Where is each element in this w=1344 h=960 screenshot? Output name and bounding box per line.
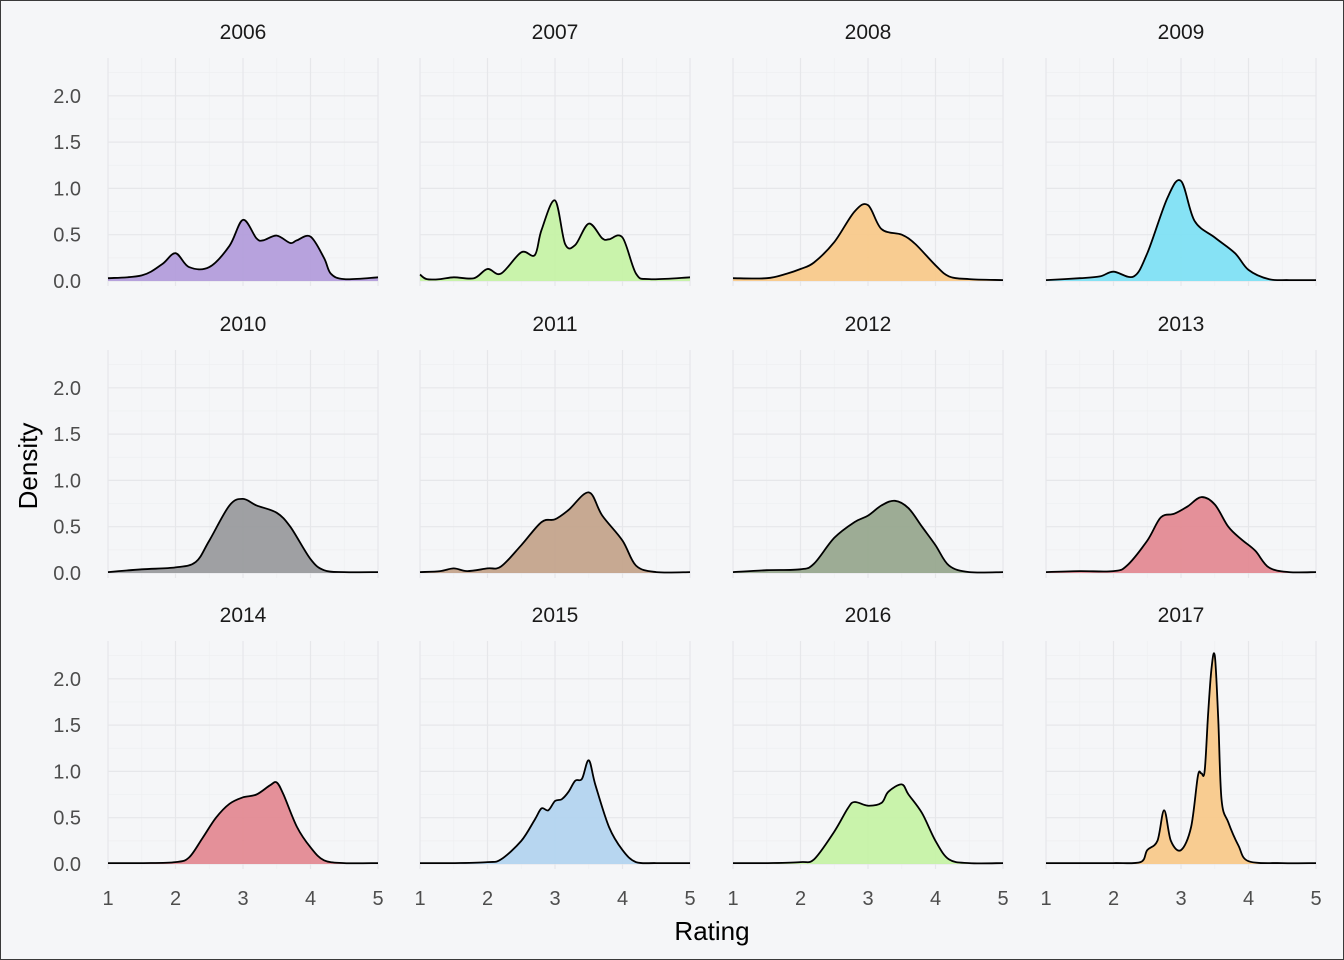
facet-title-2010: 2010 <box>220 313 267 336</box>
density-line-2013 <box>1045 496 1317 574</box>
facet-title-2007: 2007 <box>532 21 579 44</box>
density-line-2014 <box>107 781 379 865</box>
density-area-2016 <box>733 784 1003 864</box>
density-line-2009 <box>1045 179 1317 282</box>
facet-title-2015: 2015 <box>532 604 579 627</box>
facet-title-2012: 2012 <box>845 313 892 336</box>
x-tick-label: 4 <box>930 888 941 910</box>
y-tick-label: 0.5 <box>53 808 81 830</box>
density-line-2008 <box>732 203 1004 281</box>
y-tick-label: 1.0 <box>53 761 81 783</box>
density-line-2011 <box>419 491 691 574</box>
facet-title-2006: 2006 <box>220 21 267 44</box>
y-tick-label: 2.0 <box>53 86 81 108</box>
panel-2011: 2011 <box>419 313 691 578</box>
x-tick-label: 3 <box>1175 888 1186 910</box>
x-tick-label: 1 <box>727 888 738 910</box>
x-tick-label: 1 <box>414 888 425 910</box>
x-tick-label: 5 <box>997 888 1008 910</box>
x-tick-label: 4 <box>617 888 628 910</box>
y-tick-label: 2.0 <box>53 669 81 691</box>
y-tick-label: 1.5 <box>53 132 81 154</box>
y-tick-label: 0.0 <box>53 563 81 585</box>
density-line-2016 <box>732 783 1004 865</box>
panel-2008: 2008 <box>732 21 1004 286</box>
density-area-2013 <box>1046 497 1316 573</box>
x-tick-label: 1 <box>102 888 113 910</box>
density-area-2009 <box>1046 180 1316 281</box>
x-tick-label: 3 <box>862 888 873 910</box>
density-line-2010 <box>107 497 379 574</box>
x-tick-label: 2 <box>795 888 806 910</box>
x-tick-label: 5 <box>372 888 383 910</box>
y-tick-label: 1.5 <box>53 424 81 446</box>
panel-2009: 2009 <box>1045 21 1317 286</box>
facet-title-2013: 2013 <box>1158 313 1205 336</box>
facet-title-2011: 2011 <box>532 313 577 336</box>
density-area-2015 <box>420 760 690 864</box>
x-tick-label: 2 <box>1108 888 1119 910</box>
facet-title-2009: 2009 <box>1158 21 1205 44</box>
x-axis-ticks: 1 2 3 4 5 1 2 3 4 5 1 2 3 4 5 1 2 3 4 5 <box>102 888 1321 910</box>
density-area-2012 <box>733 500 1003 573</box>
panel-2007: 2007 <box>419 21 691 286</box>
x-tick-label: 5 <box>1310 888 1321 910</box>
y-axis-ticks: 0.0 0.5 1.0 1.5 2.0 0.0 0.5 1.0 1.5 2.0 0.0 0.5 1.0 1… <box>53 86 81 876</box>
density-line-2017 <box>1046 652 1317 865</box>
density-area-2008 <box>733 203 1003 281</box>
panel-2010: 2010 <box>107 313 379 578</box>
x-tick-label: 3 <box>237 888 248 910</box>
density-line-2007 <box>419 199 691 281</box>
facet-title-2014: 2014 <box>220 604 267 627</box>
x-tick-label: 1 <box>1040 888 1051 910</box>
panel-2014: 2014 <box>107 604 379 869</box>
facet-title-2017: 2017 <box>1158 604 1205 627</box>
y-tick-label: 1.0 <box>53 470 81 492</box>
y-axis-title: Density <box>13 423 43 510</box>
y-tick-label: 0.5 <box>53 225 81 247</box>
density-area-2010 <box>108 498 378 573</box>
panel-2006: 2006 <box>107 21 379 286</box>
facet-title-2016: 2016 <box>845 604 892 627</box>
density-line-2015 <box>419 759 691 865</box>
density-area-2006 <box>108 219 378 281</box>
density-line-2012 <box>732 499 1004 574</box>
x-tick-label: 5 <box>684 888 695 910</box>
panel-2012: 2012 <box>732 313 1004 578</box>
density-area-2007 <box>420 200 690 281</box>
y-tick-label: 0.0 <box>53 854 81 876</box>
facet-title-2008: 2008 <box>845 21 892 44</box>
y-tick-label: 2.0 <box>53 378 81 400</box>
panel-2015: 2015 <box>419 604 691 869</box>
x-tick-label: 4 <box>305 888 316 910</box>
y-tick-label: 0.5 <box>53 517 81 539</box>
y-tick-label: 1.0 <box>53 178 81 200</box>
x-tick-label: 2 <box>482 888 493 910</box>
y-tick-label: 0.0 <box>53 271 81 293</box>
panel-2016: 2016 <box>732 604 1004 869</box>
panels-layer: 2006 2007 2008 2009 2010 2011 2012 2013 2014 2015… <box>107 21 1317 869</box>
y-tick-label: 1.5 <box>53 715 81 737</box>
x-tick-label: 4 <box>1243 888 1254 910</box>
density-line-2006 <box>107 219 379 281</box>
panel-2013: 2013 <box>1045 313 1317 578</box>
x-tick-label: 3 <box>549 888 560 910</box>
panel-2017: 2017 <box>1045 604 1317 869</box>
density-area-2011 <box>420 492 690 573</box>
density-area-2014 <box>108 782 378 864</box>
x-axis-title: Rating <box>674 916 749 946</box>
x-tick-label: 2 <box>170 888 181 910</box>
